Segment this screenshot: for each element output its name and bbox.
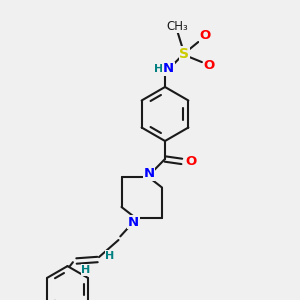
Text: N: N [128, 215, 139, 229]
Text: O: O [199, 29, 211, 42]
Text: CH₃: CH₃ [166, 20, 188, 33]
Text: O: O [203, 59, 215, 73]
Text: H: H [82, 265, 91, 275]
Text: N: N [163, 62, 174, 76]
Text: H: H [106, 251, 115, 261]
Text: O: O [185, 155, 196, 169]
Text: N: N [143, 167, 155, 180]
Text: S: S [179, 47, 190, 61]
Text: H: H [154, 64, 163, 74]
